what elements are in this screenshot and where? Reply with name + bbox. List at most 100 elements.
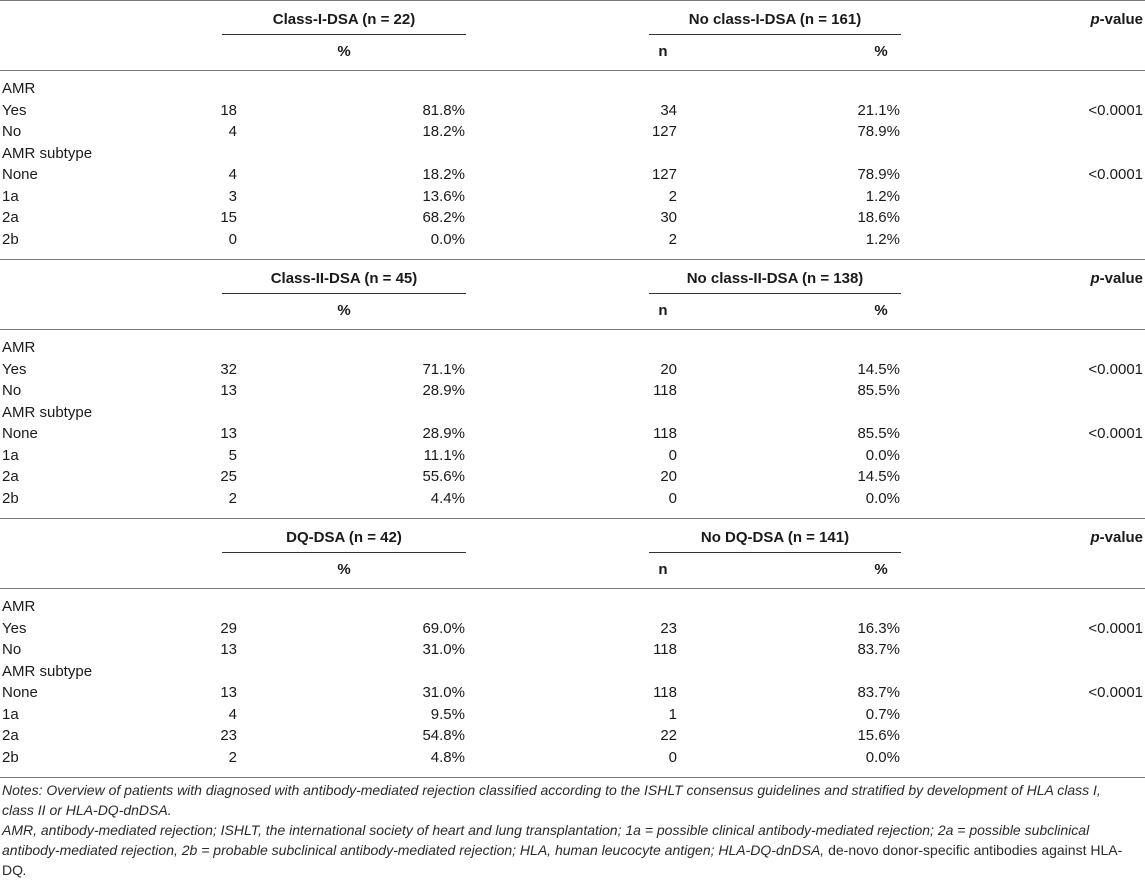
- cell-n-group2: 127: [651, 166, 677, 183]
- row-label: None: [2, 684, 38, 701]
- cell-percent-group1: 4.4%: [430, 489, 465, 507]
- cell-percent-group1: 4.8%: [430, 748, 465, 766]
- subheader-percent-1: %: [337, 43, 351, 60]
- cell-percent-group1: 18.2%: [422, 123, 465, 140]
- cell-percent-group2: 0.7%: [865, 705, 900, 723]
- cell-n-group2: 20: [660, 360, 677, 378]
- subheader-n-2: n: [658, 43, 668, 60]
- row-label: Yes: [2, 101, 27, 119]
- cell-percent-group1: 13.6%: [422, 187, 465, 205]
- group-header-1: Class-II-DSA (n = 45): [270, 270, 418, 287]
- cell-percent-group2: 0.0%: [865, 489, 900, 507]
- cell-n-group2: 118: [653, 684, 677, 701]
- cell-n-group2: 118: [653, 382, 677, 399]
- row-label: 2a: [2, 209, 19, 226]
- cell-percent-group2: 0.0%: [865, 748, 900, 766]
- cell-percent-group1: 9.5%: [430, 705, 465, 723]
- cell-percent-group2: 21.1%: [857, 101, 900, 119]
- table-bottom-rule: [0, 777, 1145, 778]
- cell-n-group1: 29: [220, 619, 237, 637]
- cell-n-group2: 23: [660, 619, 677, 637]
- cell-n-group1: 13: [220, 382, 237, 399]
- row-label: Yes: [2, 619, 27, 637]
- notes-abbreviations: AMR, antibody-mediated rejection; ISHLT,…: [2, 822, 1123, 878]
- cell-percent-group2: 16.3%: [857, 619, 900, 637]
- cell-percent-group2: 1.2%: [865, 187, 900, 205]
- group-underline-1: [222, 34, 466, 35]
- cell-n-group1: 0: [228, 230, 237, 248]
- cell-n-group1: 4: [228, 123, 237, 140]
- group-underline-1: [222, 552, 466, 553]
- cell-percent-group2: 18.6%: [857, 209, 900, 226]
- cell-n-group1: 2: [228, 748, 237, 766]
- cell-n-group1: 15: [220, 209, 237, 226]
- cell-percent-group1: 55.6%: [422, 468, 465, 485]
- cell-n-group2: 118: [653, 641, 677, 658]
- group-header-2: No class-I-DSA (n = 161): [688, 11, 862, 28]
- subheader-percent-2: %: [874, 561, 888, 578]
- cell-percent-group1: 54.8%: [422, 727, 465, 744]
- cell-p-value: <0.0001: [1088, 166, 1143, 183]
- cell-n-group2: 2: [668, 187, 677, 205]
- cell-n-group2: 0: [668, 748, 677, 766]
- cell-n-group2: 127: [651, 123, 677, 140]
- row-label: 1a: [2, 446, 19, 464]
- subheader-percent-1: %: [337, 561, 351, 578]
- cell-n-group2: 1: [668, 705, 677, 723]
- cell-n-group1: 4: [228, 705, 237, 723]
- notes-overview: Notes: Overview of patients with diagnos…: [2, 782, 1101, 818]
- group-header-2: No DQ-DSA (n = 141): [700, 529, 850, 546]
- cell-n-group2: 0: [668, 489, 677, 507]
- row-label: Yes: [2, 360, 27, 378]
- cell-p-value: <0.0001: [1088, 425, 1143, 442]
- p-value-header: p-value: [1090, 529, 1143, 546]
- subheader-rule: [0, 588, 1145, 589]
- cell-percent-group1: 31.0%: [422, 684, 465, 701]
- cell-percent-group2: 83.7%: [857, 684, 900, 701]
- cell-percent-group1: 69.0%: [422, 619, 465, 637]
- cell-n-group1: 13: [220, 425, 237, 442]
- group-underline-2: [649, 34, 901, 35]
- group-header-1: DQ-DSA (n = 42): [286, 529, 402, 546]
- cell-n-group1: 2: [228, 489, 237, 507]
- cell-n-group1: 25: [220, 468, 237, 485]
- cell-percent-group1: 0.0%: [430, 230, 465, 248]
- cell-n-group1: 18: [220, 101, 237, 119]
- section-top-rule: [0, 259, 1145, 260]
- cell-n-group1: 32: [220, 360, 237, 378]
- section-top-rule: [0, 0, 1145, 1]
- cell-percent-group2: 85.5%: [857, 382, 900, 399]
- group-underline-1: [222, 293, 466, 294]
- cell-percent-group1: 18.2%: [422, 166, 465, 183]
- cell-percent-group2: 78.9%: [857, 166, 900, 183]
- table-notes: Notes: Overview of patients with diagnos…: [2, 780, 1132, 880]
- cell-percent-group1: 68.2%: [422, 209, 465, 226]
- subheader-n-2: n: [658, 561, 668, 578]
- p-value-header: p-value: [1090, 11, 1143, 28]
- group-underline-2: [649, 293, 901, 294]
- row-label: No: [2, 123, 22, 140]
- cell-n-group2: 0: [668, 446, 677, 464]
- row-label: 2b: [2, 748, 19, 766]
- group-header-1: Class-I-DSA (n = 22): [272, 11, 416, 28]
- row-label: 2b: [2, 230, 19, 248]
- row-label: 2a: [2, 727, 19, 744]
- cell-p-value: <0.0001: [1088, 684, 1143, 701]
- cell-n-group1: 23: [220, 727, 237, 744]
- cell-percent-group1: 28.9%: [422, 382, 465, 399]
- row-label: None: [2, 425, 38, 442]
- row-label: AMR: [2, 598, 36, 615]
- cell-percent-group2: 1.2%: [865, 230, 900, 248]
- cell-percent-group2: 15.6%: [857, 727, 900, 744]
- cell-percent-group2: 83.7%: [857, 641, 900, 658]
- subheader-percent-2: %: [874, 43, 888, 60]
- cell-percent-group1: 28.9%: [422, 425, 465, 442]
- section-top-rule: [0, 518, 1145, 519]
- subheader-percent-2: %: [874, 302, 888, 319]
- subheader-rule: [0, 329, 1145, 330]
- subheader-rule: [0, 70, 1145, 71]
- cell-percent-group2: 78.9%: [857, 123, 900, 140]
- row-label: 2b: [2, 489, 19, 507]
- cell-p-value: <0.0001: [1088, 619, 1143, 637]
- cell-percent-group2: 14.5%: [857, 360, 900, 378]
